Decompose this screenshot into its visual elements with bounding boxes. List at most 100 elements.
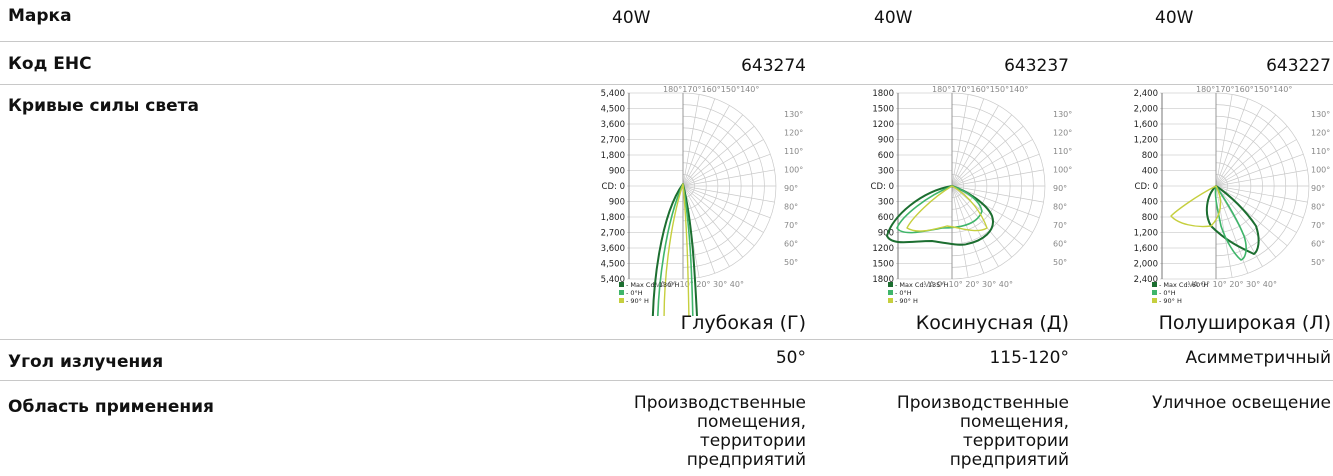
polar-spoke (951, 105, 999, 187)
y-tick-label: 1500 (872, 105, 894, 115)
y-tick-label: 2,000 (1134, 260, 1158, 270)
light-curve (1170, 185, 1222, 228)
marka-value-1: 40W (612, 8, 651, 28)
area-line: помещения, (959, 412, 1069, 432)
y-tick-label: 900 (878, 229, 894, 239)
area-line: помещения, (696, 412, 806, 432)
row-divider (0, 380, 1333, 381)
polar-spoke (682, 139, 764, 187)
y-tick-label: 3,600 (601, 244, 625, 254)
right-angle-label: 50° (1053, 258, 1067, 267)
polar-spoke (682, 105, 730, 187)
polar-spoke (951, 169, 1044, 187)
y-tick-label: 2,000 (1134, 105, 1158, 115)
legend-label: - 90° H (1159, 297, 1182, 305)
row-label-marka: Марка (8, 6, 72, 26)
polar-spoke (1215, 125, 1288, 187)
y-tick-label: 2,700 (601, 136, 625, 146)
angle-value-2: 115-120° (989, 348, 1069, 368)
row-divider (0, 339, 1333, 340)
polar-grid (1215, 92, 1310, 280)
curve-caption-2: Косинусная (Д) (915, 312, 1069, 334)
y-tick-label: 4,500 (601, 105, 625, 115)
polar-grid (682, 92, 777, 280)
light-curve (657, 183, 694, 316)
y-tick-label: CD: 0 (1135, 182, 1158, 192)
y-tick-label: 1,600 (1134, 244, 1158, 254)
right-angle-label: 110° (784, 147, 803, 156)
polar-spoke (682, 185, 771, 219)
legend-swatch (888, 298, 893, 303)
right-angle-label: 110° (1311, 147, 1330, 156)
polar-spoke (1215, 185, 1308, 203)
polar-spoke (951, 185, 969, 278)
area-line: территории (699, 431, 806, 451)
right-angle-label: 90° (1053, 184, 1067, 193)
right-angle-label: 90° (1311, 184, 1325, 193)
row-label-code: Код ЕНС (8, 54, 92, 74)
y-tick-label: 800 (1142, 151, 1158, 161)
polar-spoke (682, 185, 775, 203)
y-tick-label: 3,600 (601, 120, 625, 130)
polar-grid (951, 92, 1046, 280)
y-tick-label: 1800 (872, 89, 894, 99)
top-angle-labels: 180°170°160°150°140° (1196, 86, 1292, 94)
polar-spoke (682, 185, 755, 247)
row-label-angle: Угол излучения (8, 352, 164, 372)
right-angle-label: 100° (1311, 166, 1330, 175)
polar-spoke (951, 185, 1044, 203)
polar-spoke (682, 114, 744, 187)
right-angle-label: 70° (1311, 221, 1325, 230)
row-label-area: Область применения (8, 397, 214, 417)
angle-value-1: 50° (775, 348, 806, 368)
marka-value-3: 40W (1155, 8, 1194, 28)
y-tick-label: 1,200 (1134, 136, 1158, 146)
y-tick-label: 900 (609, 167, 625, 177)
y-tick-label: 800 (1142, 213, 1158, 223)
legend-label: - 0°H (626, 289, 643, 297)
polar-spoke (682, 169, 775, 187)
area-line: территории (962, 431, 1069, 451)
right-angle-label: 60° (1311, 240, 1325, 249)
legend-label: - 0°H (895, 289, 912, 297)
legend-label: - 90° H (626, 297, 649, 305)
y-tick-label: 900 (878, 136, 894, 146)
area-value-1: Производственные помещения, территории п… (634, 394, 806, 470)
bottom-angle-labels: VA 0° 10° 20° 30° 40° (924, 280, 1013, 289)
polar-spoke (682, 94, 700, 187)
light-curve (886, 185, 994, 246)
top-angle-labels: 180°170°160°150°140° (663, 86, 759, 94)
y-tick-label: 1,600 (1134, 120, 1158, 130)
angle-value-3: Асимметричный (1185, 348, 1331, 368)
y-tick-label: 1500 (872, 260, 894, 270)
y-tick-label: CD: 0 (602, 182, 625, 192)
y-tick-label: 600 (878, 213, 894, 223)
y-tick-label: 5,400 (601, 89, 625, 99)
y-tick-label: 400 (1142, 167, 1158, 177)
code-value-2: 643237 (1004, 56, 1069, 76)
polar-spoke (1215, 139, 1297, 187)
right-angle-label: 60° (1053, 240, 1067, 249)
polar-spoke (1215, 94, 1233, 187)
polar-spoke (1215, 98, 1249, 187)
polar-spoke (951, 125, 1024, 187)
legend-swatch (1152, 298, 1157, 303)
legend-swatch (1152, 290, 1157, 295)
right-angle-label: 130° (1311, 110, 1330, 119)
right-angle-label: 100° (1053, 166, 1072, 175)
polar-spoke (951, 153, 1040, 187)
light-curve-chart-deep: 5,400 4,500 3,600 2,700 1,800 900 CD: 0 900 1,80… (601, 86, 803, 316)
polar-spoke (951, 185, 1013, 258)
right-angle-label: 130° (784, 110, 803, 119)
polar-spoke (1215, 114, 1277, 187)
light-curve (1214, 185, 1247, 261)
right-angle-label: 70° (1053, 221, 1067, 230)
polar-spoke (951, 98, 985, 187)
polar-spoke (1215, 105, 1263, 187)
polar-spoke (1215, 185, 1304, 219)
curve-caption-1: Глубокая (Г) (680, 312, 806, 334)
right-angle-label: 80° (1311, 203, 1325, 212)
polar-spoke (682, 185, 716, 274)
y-tick-label: 1,800 (601, 151, 625, 161)
polar-spoke (951, 114, 1013, 187)
